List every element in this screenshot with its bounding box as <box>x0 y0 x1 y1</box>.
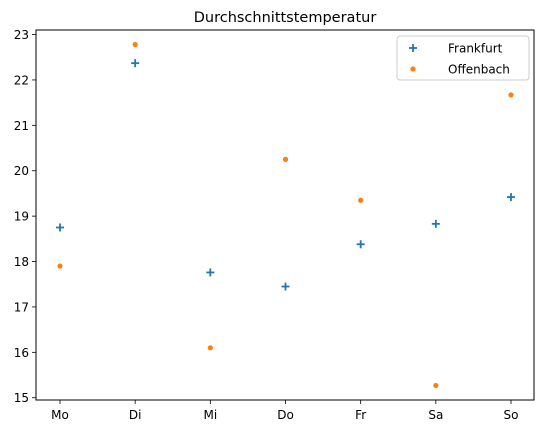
y-axis: 15 16 17 18 19 20 21 22 23 <box>14 28 36 405</box>
point-frankfurt-mo <box>56 223 64 232</box>
point-frankfurt-do <box>281 282 290 291</box>
point-offenbach-mi <box>207 345 213 351</box>
x-axis: Mo Di Mi Do Fr Sa So <box>51 400 518 422</box>
point-offenbach-mo <box>57 263 63 269</box>
x-tick-label: So <box>504 408 519 422</box>
point-frankfurt-sa <box>431 219 440 228</box>
plot-area <box>35 29 535 401</box>
x-tick-label: Do <box>277 408 294 422</box>
y-tick-label: 23 <box>14 28 29 42</box>
legend-label-offenbach: Offenbach <box>448 63 510 77</box>
legend: Frankfurt Offenbach <box>396 35 530 81</box>
legend-marker-frankfurt <box>409 44 417 52</box>
point-frankfurt-mi <box>206 268 215 277</box>
y-tick-label: 18 <box>14 255 29 269</box>
point-offenbach-fr <box>358 197 364 203</box>
data-points <box>56 41 515 389</box>
y-tick-label: 21 <box>14 119 29 133</box>
y-tick-label: 19 <box>14 210 29 224</box>
x-tick-label: Di <box>129 408 142 422</box>
y-tick-label: 16 <box>14 346 29 360</box>
point-frankfurt-di <box>131 59 140 68</box>
legend-box <box>396 35 530 81</box>
legend-label-frankfurt: Frankfurt <box>448 42 503 56</box>
y-tick-label: 22 <box>14 73 29 87</box>
point-offenbach-do <box>282 156 289 162</box>
point-offenbach-sa <box>433 382 439 389</box>
point-offenbach-so <box>508 92 514 98</box>
x-tick-label: Fr <box>355 408 366 422</box>
point-offenbach-di <box>132 41 138 48</box>
chart-title: Durchschnittstemperatur <box>194 10 377 26</box>
x-tick-label: Sa <box>428 408 443 422</box>
y-tick-label: 15 <box>14 391 29 405</box>
legend-marker-offenbach <box>410 66 416 72</box>
point-frankfurt-so <box>507 193 515 202</box>
y-tick-label: 17 <box>14 300 29 314</box>
x-tick-label: Mi <box>203 408 217 422</box>
y-tick-label: 20 <box>14 164 29 178</box>
x-tick-label: Mo <box>51 408 69 422</box>
point-frankfurt-fr <box>356 240 365 249</box>
